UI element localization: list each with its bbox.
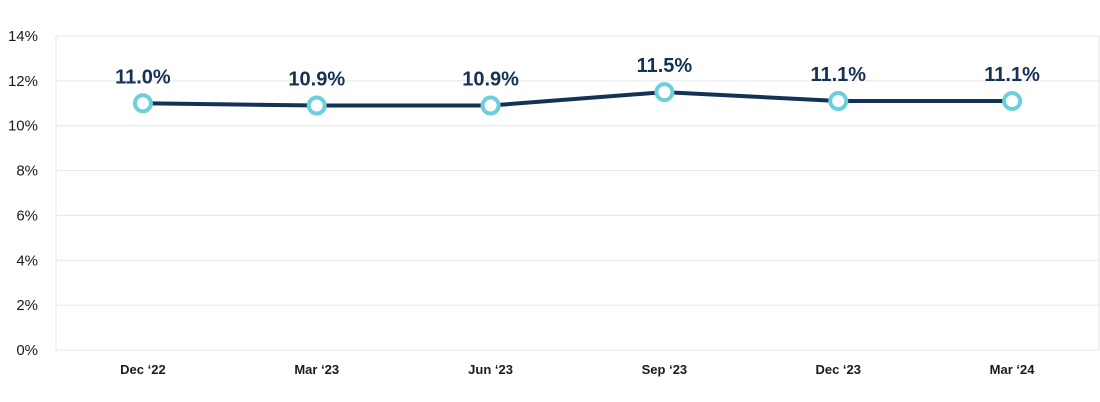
x-tick-label: Mar ‘23 [294,362,339,377]
y-tick-label: 4% [16,252,38,269]
x-tick-label: Jun ‘23 [468,362,513,377]
y-tick-label: 12% [8,73,38,90]
data-label: 11.1% [810,64,866,86]
y-tick-label: 10% [8,118,38,135]
data-point-marker [654,82,675,103]
data-labels: 11.0% 10.9% 10.9% 11.5% 11.1% 11.1% [115,55,1040,90]
series-markers [132,82,1023,116]
data-point-marker [1002,91,1023,112]
data-point-marker [132,93,153,114]
x-tick-label: Mar ‘24 [990,362,1036,377]
y-tick-label: 0% [16,342,38,359]
x-tick-label: Dec ‘23 [815,362,861,377]
x-axis-ticks: Dec ‘22 Mar ‘23 Jun ‘23 Sep ‘23 Dec ‘23 Mar ‘… [120,362,1035,377]
y-tick-label: 2% [16,297,38,314]
series-line-group [140,90,1015,108]
data-point-marker [828,91,849,112]
data-label: 11.5% [637,55,693,77]
y-axis-ticks: 0% 2% 4% 6% 8% 10% 12% 14% [8,28,38,359]
data-point-marker [306,95,327,116]
x-tick-label: Sep ‘23 [642,362,688,377]
data-label: 10.9% [288,69,345,91]
y-tick-label: 8% [16,163,38,180]
gridlines [55,35,1100,351]
x-tick-label: Dec ‘22 [120,362,166,377]
y-tick-label: 14% [8,28,38,45]
y-tick-label: 6% [16,207,38,224]
data-label: 10.9% [462,69,519,91]
series-line [140,90,1015,108]
data-label: 11.0% [115,66,171,88]
data-label: 11.1% [984,64,1040,86]
data-point-marker [480,95,501,116]
